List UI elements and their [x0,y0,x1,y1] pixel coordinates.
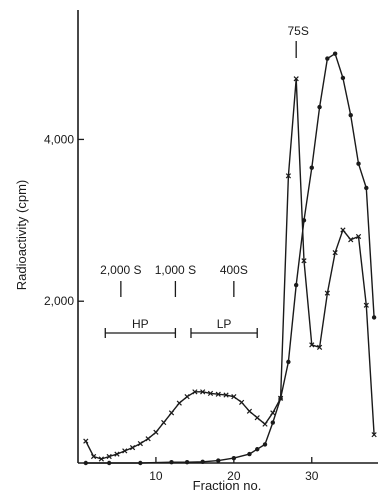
series-1-point [254,415,260,421]
x-axis-label: Fraction no. [193,478,262,493]
series-1-point [270,410,276,416]
series-1-point [153,429,159,435]
series-2-point [348,112,353,118]
x-tick-label: 20 [227,469,241,483]
series-points [83,51,377,466]
series-1-point [168,410,175,416]
series-1-point [231,394,237,400]
series-1-point [176,400,182,406]
series-1-point [340,227,346,233]
series-2-point [138,460,143,466]
series-1-point [324,290,330,296]
sedimentation-marker-label: 1,000 S [155,263,196,277]
series-1-point [348,237,354,243]
series-2-point [340,75,346,81]
series-1-point [301,258,307,264]
series-2-point [83,460,88,466]
series-1-point [129,445,136,451]
series-2-point [301,218,307,223]
series-2-point [106,460,112,466]
series-2-point [278,396,283,401]
sedimentation-marker-label: 2,000 S [100,263,141,277]
series-2-point [325,56,330,61]
series-2-point [216,458,221,463]
sedimentation-marker-label: 400S [220,263,248,277]
series-1-point [239,399,245,405]
series-2-point [317,104,322,110]
series-2-point [371,315,377,320]
series-1-point [145,436,151,442]
series-1-point [90,453,97,460]
series-1-point [293,76,299,82]
series-1-point [215,391,221,397]
y-axis-label: Radioactivity (cpm) [14,180,29,291]
series-1-point [106,453,112,460]
series-1-point [207,390,214,397]
series-1-point [223,392,229,398]
series-2-point [231,455,237,461]
series-2-point [184,459,190,465]
series-2-point [200,459,205,464]
series-1-point [122,448,128,454]
series-2-point [286,359,291,365]
series-1-point [262,421,268,427]
x-tick-label: 30 [305,469,319,483]
series-1-point [200,389,206,395]
series-2-point [293,282,299,288]
series-1-point [355,233,362,240]
x-tick-label: 10 [149,469,163,483]
series-2-point [169,459,174,465]
y-tick-label: 4,000 [44,132,74,146]
series-1-point [137,440,143,447]
series-1-point [184,394,190,400]
series-1-point [98,456,105,462]
series-2-point [247,451,252,457]
series-1-point [309,342,315,348]
series-1-point [114,451,120,457]
range-label: HP [132,317,149,331]
series-2-point [309,165,314,170]
ticks: 10 20 30 2,000 4,000 [44,132,319,483]
series-2-point [262,442,268,447]
peak-label: 75S [288,24,309,38]
series-1-point [332,250,338,256]
range-label: LP [217,317,232,331]
series-2-point [332,51,338,56]
series-2-point [364,185,369,191]
series-1-point [371,432,377,438]
series-1-point [161,419,167,426]
series-1-point [285,173,292,179]
series-1-point [363,302,369,308]
series-1-point [192,389,198,395]
annotations: 2,000 S 1,000 S 400S 75S HP LP [100,24,309,338]
series-1-point [316,344,323,350]
series-1-point [83,438,89,444]
series-2-point [356,161,361,166]
y-tick-label: 2,000 [44,294,74,308]
series-1-point [246,408,253,414]
series-2-point [255,447,260,452]
series-2-point [270,420,276,425]
series-lines [85,53,375,464]
series-2-line [85,53,375,464]
